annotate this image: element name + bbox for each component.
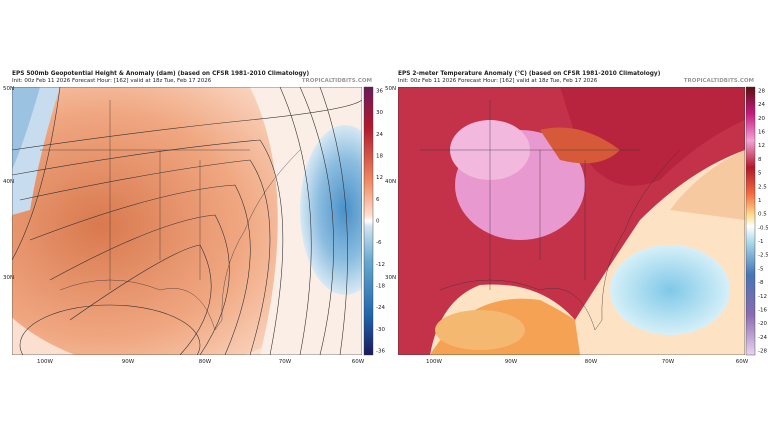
colorbar-label: -24 (758, 335, 767, 341)
colorbar-label: 6 (376, 197, 380, 203)
colorbar-label: 28 (758, 89, 765, 95)
lon-label: 100W (37, 359, 53, 365)
colorbar-label: -0.5 (758, 225, 768, 231)
colorbar-label: -30 (376, 327, 385, 333)
colorbar-label: -36 (376, 349, 385, 355)
lat-label: 40N (385, 179, 396, 185)
colorbar-label: 24 (758, 102, 765, 108)
colorbar (363, 86, 374, 356)
lon-label: 70W (279, 359, 292, 365)
colorbar-label: -20 (758, 321, 767, 327)
colorbar-label: 36 (376, 89, 383, 95)
colorbar-label: -28 (758, 349, 767, 355)
colorbar-label: -12 (376, 262, 385, 268)
lon-label: 90W (505, 359, 518, 365)
colorbar-label: -12 (758, 294, 767, 300)
panel-subtitle: Init: 00z Feb 11 2026 Forecast Hour: [16… (398, 78, 598, 84)
lon-label: 80W (585, 359, 598, 365)
colorbar-label: -8 (758, 280, 764, 286)
panel-title: EPS 2-meter Temperature Anomaly (°C) (ba… (398, 71, 661, 77)
colorbar-label: -16 (758, 307, 767, 313)
credit: TROPICALTIDBITS.COM (302, 78, 372, 84)
temperature-map (398, 87, 745, 355)
colorbar-label: 0.5 (758, 212, 767, 218)
colorbar-label: -6 (376, 240, 382, 246)
lon-label: 60W (736, 359, 749, 365)
colorbar-label: 18 (376, 154, 383, 160)
colorbar-label: 30 (376, 110, 383, 116)
lat-label: 30N (385, 275, 396, 281)
lon-label: 60W (352, 359, 365, 365)
lon-label: 90W (122, 359, 135, 365)
height-map (12, 87, 362, 355)
colorbar (745, 86, 756, 356)
lat-label: 50N (385, 86, 396, 92)
panel-title: EPS 500mb Geopotential Height & Anomaly … (12, 71, 309, 77)
colorbar-label: -5 (758, 266, 764, 272)
colorbar-label: 12 (376, 175, 383, 181)
lat-label: 50N (3, 86, 14, 92)
colorbar-label: 1 (758, 198, 762, 204)
colorbar-label: 24 (376, 132, 383, 138)
lon-label: 100W (426, 359, 442, 365)
colorbar-label: 16 (758, 130, 765, 136)
lon-label: 80W (199, 359, 212, 365)
colorbar-label: 12 (758, 143, 765, 149)
colorbar-label: 5 (758, 171, 762, 177)
panel-subtitle: Init: 00z Feb 11 2026 Forecast Hour: [16… (12, 78, 212, 84)
credit: TROPICALTIDBITS.COM (684, 78, 754, 84)
lat-label: 30N (3, 275, 14, 281)
colorbar-label: -1 (758, 239, 763, 245)
lat-label: 40N (3, 179, 14, 185)
lon-label: 70W (662, 359, 675, 365)
colorbar-label: -2.5 (758, 253, 768, 259)
colorbar-label: 0 (376, 219, 380, 225)
colorbar-label: 20 (758, 116, 765, 122)
colorbar-label: -24 (376, 305, 385, 311)
colorbar-label: 2.5 (758, 184, 767, 190)
colorbar-label: -18 (376, 284, 385, 290)
colorbar-label: 8 (758, 157, 762, 163)
